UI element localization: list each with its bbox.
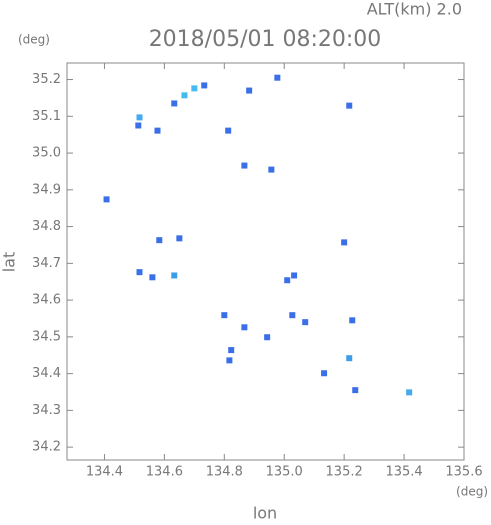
echo-cell	[264, 334, 271, 341]
echo-cell	[176, 235, 183, 242]
echo-cell	[156, 237, 163, 244]
y-unit: (deg)	[18, 33, 50, 47]
y-tick-label: 34.4	[32, 366, 61, 381]
altitude-label: ALT(km) 2.0	[367, 0, 462, 19]
y-tick-label: 35.0	[32, 146, 61, 161]
echo-cell	[201, 82, 208, 89]
echo-cell	[341, 239, 348, 246]
echo-cell	[171, 272, 178, 279]
echo-cell	[103, 196, 110, 203]
y-tick-label: 35.2	[32, 72, 61, 87]
echo-cell	[241, 324, 248, 331]
echo-cell	[136, 269, 143, 276]
y-tick-label: 34.6	[32, 293, 61, 308]
echo-cell	[149, 274, 156, 281]
x-tick-label: 134.6	[146, 465, 183, 480]
echo-cell	[291, 272, 298, 279]
echo-cell	[228, 347, 235, 354]
echo-cell	[346, 355, 353, 362]
echo-cell	[349, 317, 356, 324]
y-axis-label: lat	[0, 252, 19, 273]
y-tick-label: 35.1	[32, 109, 61, 124]
y-tick-label: 34.7	[32, 256, 61, 271]
x-tick-label: 135.0	[266, 465, 303, 480]
echo-cell	[268, 166, 275, 173]
echo-cell	[321, 370, 328, 377]
y-tick-label: 34.8	[32, 219, 61, 234]
chart-title: 2018/05/01 08:20:00	[149, 27, 382, 52]
x-tick-label: 134.4	[86, 465, 123, 480]
y-tick-label: 34.3	[32, 403, 61, 418]
plot-frame	[66, 62, 465, 461]
x-tick-label: 135.2	[326, 465, 363, 480]
echo-cell	[226, 357, 233, 364]
y-tick-label: 34.5	[32, 329, 61, 344]
echo-cell	[346, 102, 353, 109]
y-tick-label: 34.9	[32, 182, 61, 197]
echo-cell	[191, 85, 198, 92]
x-tick-label: 135.6	[445, 465, 482, 480]
echo-cell	[289, 312, 296, 319]
echo-cell	[406, 389, 413, 396]
echo-cell	[154, 127, 161, 134]
x-unit: (deg)	[456, 485, 488, 499]
x-tick-label: 134.8	[206, 465, 243, 480]
x-axis-label: lon	[253, 504, 277, 522]
echo-cell	[135, 122, 142, 129]
echo-cell	[284, 277, 291, 284]
echo-cell	[302, 319, 309, 326]
echo-cell	[221, 312, 228, 319]
x-tick-label: 135.4	[385, 465, 422, 480]
echo-cell	[136, 114, 143, 121]
echo-cell	[171, 100, 178, 107]
echo-cell	[241, 162, 248, 169]
echo-cell	[352, 387, 359, 394]
echo-cell	[225, 127, 232, 134]
y-tick-label: 34.2	[32, 440, 61, 455]
echo-cell	[181, 92, 188, 99]
echo-cell	[246, 87, 253, 94]
echo-cell	[274, 74, 281, 81]
